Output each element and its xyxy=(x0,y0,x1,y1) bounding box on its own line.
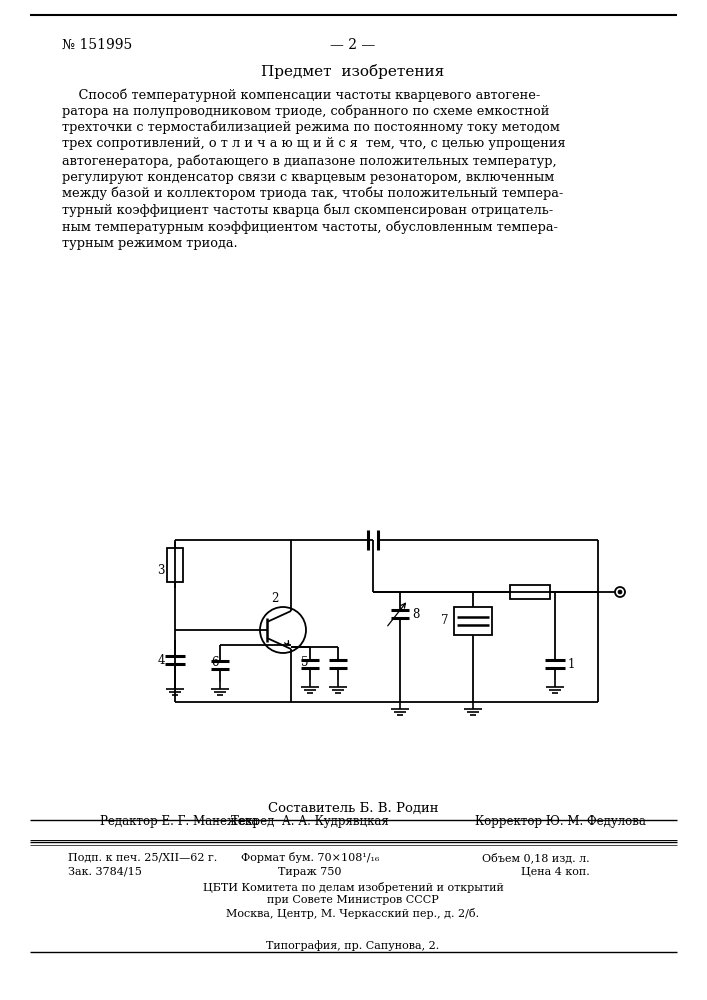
Text: 3: 3 xyxy=(158,564,165,576)
Text: трех сопротивлений, о т л и ч а ю щ и й с я  тем, что, с целью упрощения: трех сопротивлений, о т л и ч а ю щ и й … xyxy=(62,137,566,150)
Bar xyxy=(454,607,492,635)
Text: Редактор Е. Г. Манежева: Редактор Е. Г. Манежева xyxy=(100,815,258,828)
Text: Цена 4 коп.: Цена 4 коп. xyxy=(521,867,590,877)
Bar xyxy=(167,548,183,582)
Text: Формат бум. 70×108¹/₁₆: Формат бум. 70×108¹/₁₆ xyxy=(241,852,379,863)
Text: Объем 0,18 изд. л.: Объем 0,18 изд. л. xyxy=(482,852,590,863)
Text: автогенератора, работающего в диапазоне положительных температур,: автогенератора, работающего в диапазоне … xyxy=(62,154,556,167)
Text: 1: 1 xyxy=(568,658,575,670)
Text: ратора на полупроводниковом триоде, собранного по схеме емкостной: ратора на полупроводниковом триоде, собр… xyxy=(62,104,549,118)
Text: 8: 8 xyxy=(412,607,419,620)
Text: при Совете Министров СССР: при Совете Министров СССР xyxy=(267,895,439,905)
Text: 7: 7 xyxy=(441,614,449,628)
Text: 4: 4 xyxy=(158,654,165,666)
Bar xyxy=(510,585,550,599)
Text: Корректор Ю. М. Федулова: Корректор Ю. М. Федулова xyxy=(474,815,645,828)
Text: регулируют конденсатор связи с кварцевым резонатором, включенным: регулируют конденсатор связи с кварцевым… xyxy=(62,170,554,184)
Text: 2: 2 xyxy=(271,592,279,605)
Text: Москва, Центр, М. Черкасский пер., д. 2/б.: Москва, Центр, М. Черкасский пер., д. 2/… xyxy=(226,908,479,919)
Text: трехточки с термостабилизацией режима по постоянному току методом: трехточки с термостабилизацией режима по… xyxy=(62,121,560,134)
Text: ным температурным коэффициентом частоты, обусловленным темпера-: ным температурным коэффициентом частоты,… xyxy=(62,220,558,233)
Text: Подп. к печ. 25/XII—62 г.: Подп. к печ. 25/XII—62 г. xyxy=(68,852,217,862)
Circle shape xyxy=(615,587,625,597)
Text: Предмет  изобретения: Предмет изобретения xyxy=(262,64,445,79)
Text: 6: 6 xyxy=(211,656,219,670)
Circle shape xyxy=(618,590,622,594)
Text: Техред  А. А. Кудрявцкая: Техред А. А. Кудрявцкая xyxy=(231,815,389,828)
Text: Типография, пр. Сапунова, 2.: Типография, пр. Сапунова, 2. xyxy=(267,940,440,951)
Text: Составитель Б. В. Родин: Составитель Б. В. Родин xyxy=(268,802,438,815)
Text: — 2 —: — 2 — xyxy=(330,38,375,52)
Text: турный коэффициент частоты кварца был скомпенсирован отрицатель-: турный коэффициент частоты кварца был ск… xyxy=(62,204,554,217)
Text: 5: 5 xyxy=(300,656,308,668)
Text: между базой и коллектором триода так, чтобы положительный темпера-: между базой и коллектором триода так, чт… xyxy=(62,187,563,200)
Text: ЦБТИ Комитета по делам изобретений и открытий: ЦБТИ Комитета по делам изобретений и отк… xyxy=(203,882,503,893)
Text: Зак. 3784/15: Зак. 3784/15 xyxy=(68,867,142,877)
Text: № 151995: № 151995 xyxy=(62,38,132,52)
Text: Тираж 750: Тираж 750 xyxy=(279,867,341,877)
Text: Способ температурной компенсации частоты кварцевого автогене-: Способ температурной компенсации частоты… xyxy=(62,88,540,102)
Text: турным режимом триода.: турным режимом триода. xyxy=(62,236,238,249)
